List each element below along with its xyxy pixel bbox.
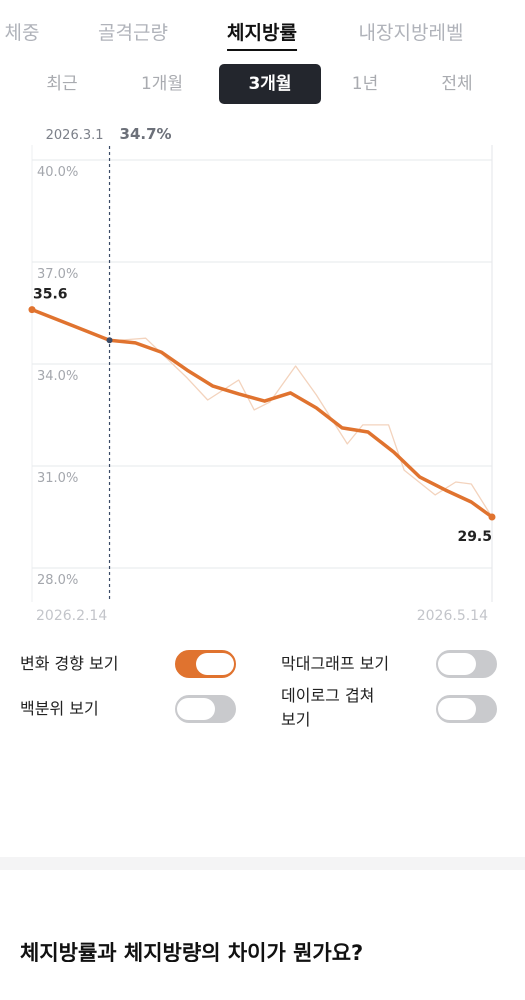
faq-question[interactable]: 체지방률과 체지방량의 차이가 뭔가요?: [20, 941, 364, 962]
toggle-switch[interactable]: [436, 695, 497, 723]
annotation-date: 2026.3.1: [46, 128, 104, 143]
section-divider: [0, 857, 525, 870]
y-tick-label: 37.0%: [37, 267, 78, 282]
x-tick-label: 2026.2.14: [36, 608, 107, 624]
toggle-switch[interactable]: [175, 650, 236, 678]
toggle-label: 막대그래프 보기: [281, 654, 390, 673]
period-tab[interactable]: 전체: [441, 74, 473, 94]
end-point: [28, 306, 36, 314]
x-tick-label: 2026.5.14: [417, 608, 488, 624]
toggle-knob: [438, 653, 476, 675]
series-line: [31, 308, 493, 518]
end-point: [488, 513, 496, 521]
period-tab[interactable]: 최근: [46, 74, 78, 94]
y-tick-label: 31.0%: [37, 471, 78, 486]
tab[interactable]: 골격근량: [98, 22, 168, 44]
toggle-knob: [177, 698, 215, 720]
toggle-knob: [196, 653, 234, 675]
tab[interactable]: 체중: [4, 22, 40, 44]
tab[interactable]: 체지방률: [227, 18, 297, 51]
chart: 40.0% 37.0% 34.0% 31.0% 28.0% 2026.2.14 2026.5…: [28, 125, 496, 624]
y-tick-label: 40.0%: [37, 165, 78, 180]
tab[interactable]: 내장지방레벨: [358, 22, 464, 44]
series-line: [30, 307, 494, 519]
toggle-label: 백분위 보기: [20, 699, 99, 718]
period-tab[interactable]: 3개월: [248, 74, 292, 94]
y-tick-label: 34.0%: [37, 369, 78, 384]
annotation-dot: [106, 337, 113, 344]
toggle-knob: [438, 698, 476, 720]
data-label: 35.6: [33, 287, 68, 303]
y-tick-label: 28.0%: [37, 573, 78, 588]
toggle-switch[interactable]: [436, 650, 497, 678]
toggle-label: 데이로그 겹쳐 보기: [281, 686, 375, 729]
toggle-label: 변화 경향 보기: [20, 654, 119, 673]
period-tab[interactable]: 1개월: [140, 74, 184, 94]
annotation-value: 34.7%: [120, 125, 172, 143]
data-label: 29.5: [457, 529, 492, 545]
period-selected-bg: [219, 64, 321, 104]
period-tab[interactable]: 1년: [351, 74, 379, 94]
toggle-switch[interactable]: [175, 695, 236, 723]
